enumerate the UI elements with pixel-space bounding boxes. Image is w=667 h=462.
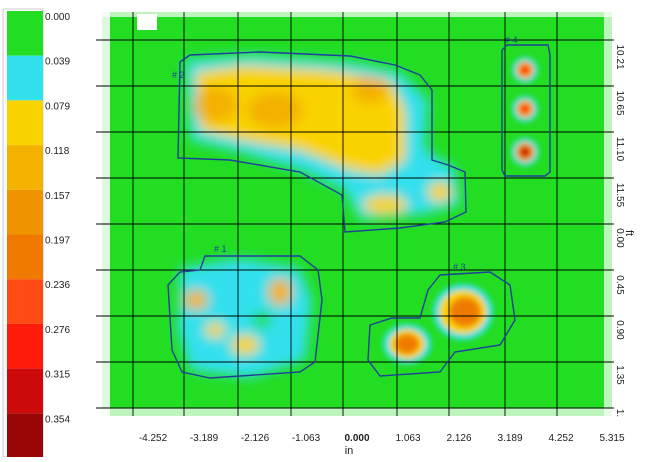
colorbar-swatch — [7, 413, 43, 458]
colorbar-swatch — [7, 55, 43, 101]
colorbar-swatch — [7, 189, 43, 235]
colorbar-label: 0.000 — [45, 12, 70, 23]
colorbar: 0.000 0.039 0.079 0.118 0.157 0.197 0.236 0.276… — [2, 8, 70, 462]
y-tick-label: 11.10 — [614, 137, 625, 162]
region-label-4: # 4 — [505, 35, 518, 45]
y-tick-label: 10.21 — [614, 44, 625, 69]
y-axis-ticks: 10.21 10.65 11.10 11.55 0.00 0.45 0.90 1.35 1. — [614, 44, 625, 417]
region-1-outline — [167, 255, 323, 379]
colorbar-swatch — [7, 11, 43, 56]
x-tick-label: 2.126 — [446, 433, 471, 444]
colorbar-label: 0.157 — [45, 191, 70, 202]
colorbar-label: 0.197 — [45, 236, 70, 247]
x-axis-label: in — [345, 445, 354, 457]
region-4-outline — [501, 44, 551, 177]
y-tick-label: 1.35 — [614, 365, 625, 385]
colorbar-swatch — [7, 368, 43, 414]
x-tick-label: 4.252 — [548, 433, 573, 444]
x-tick-label: 1.063 — [395, 433, 420, 444]
region-2-heat — [185, 55, 460, 220]
colorbar-label: 0.236 — [45, 280, 70, 291]
region-4-heat — [511, 57, 539, 166]
colorbar-swatch — [7, 100, 43, 146]
colorbar-swatch — [7, 145, 43, 190]
x-axis-ticks: -4.252 -3.189 -2.126 -1.063 0.000 1.063 2.126 3… — [139, 433, 625, 444]
y-tick-label: 1. — [614, 409, 625, 417]
colorbar-swatch — [7, 323, 43, 369]
y-tick-label: 10.65 — [614, 90, 625, 115]
y-tick-label: 0.00 — [614, 228, 625, 248]
x-tick-label: 3.189 — [497, 433, 522, 444]
colorbar-swatch — [7, 234, 43, 280]
region-1-heat — [178, 258, 312, 378]
region-3-heat — [383, 284, 493, 364]
region-label-2: # 2 — [172, 70, 185, 80]
x-tick-label: -3.189 — [190, 433, 219, 444]
region-3-outline — [367, 271, 516, 377]
x-tick-label: 0.000 — [344, 433, 369, 444]
region-2-outline — [177, 51, 467, 233]
colorbar-label: 0.039 — [45, 57, 70, 68]
colorbar-label: 0.315 — [45, 370, 70, 381]
x-tick-label: -1.063 — [292, 433, 321, 444]
x-tick-label: -4.252 — [139, 433, 168, 444]
colorbar-label: 0.276 — [45, 325, 70, 336]
region-labels: # 1 # 2 # 3 # 4 — [172, 35, 518, 272]
colorbar-swatch — [7, 279, 43, 324]
y-tick-label: 11.55 — [614, 183, 625, 208]
region-label-1: # 1 — [214, 244, 227, 254]
x-tick-label: 5.315 — [599, 433, 624, 444]
heat-blobs — [178, 55, 539, 378]
x-tick-label: -2.126 — [241, 433, 270, 444]
region-outlines — [167, 44, 551, 379]
colorbar-label: 0.354 — [45, 414, 70, 425]
colorbar-label: 0.079 — [45, 101, 70, 112]
plot-edges — [102, 12, 612, 416]
region-label-3: # 3 — [453, 262, 466, 272]
y-axis-label: ft — [623, 230, 635, 236]
y-tick-label: 0.90 — [614, 320, 625, 340]
colorbar-label: 0.118 — [45, 146, 70, 157]
y-tick-label: 0.45 — [614, 275, 625, 295]
